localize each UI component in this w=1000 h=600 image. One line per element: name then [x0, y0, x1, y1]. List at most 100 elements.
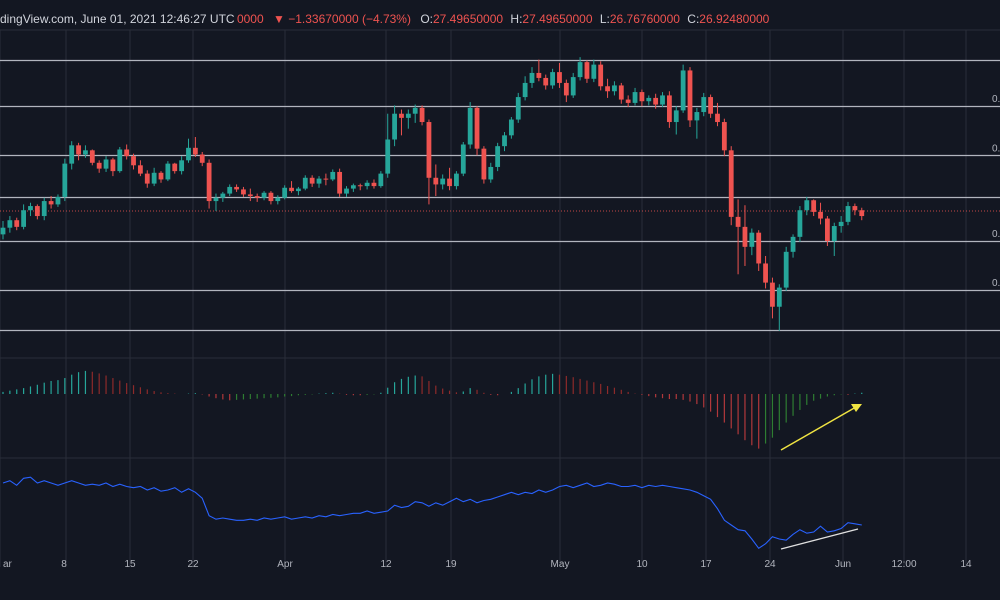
x-tick-label: ar	[3, 559, 13, 570]
candle-body	[289, 187, 294, 192]
candle	[117, 146, 123, 173]
candle-body	[179, 160, 185, 172]
candle-body	[117, 149, 123, 172]
candle-body	[7, 220, 13, 228]
candle	[502, 132, 507, 152]
level-label: 0.	[992, 229, 1000, 240]
candle-body	[296, 188, 301, 192]
candles	[0, 57, 865, 331]
x-tick-label: 10	[636, 559, 648, 570]
candle-body	[206, 162, 212, 202]
candle	[110, 157, 116, 177]
candle-body	[426, 122, 432, 178]
candle-body	[666, 95, 672, 123]
candle	[845, 201, 851, 226]
candle-body	[433, 177, 439, 185]
candle	[474, 106, 480, 156]
candle	[323, 173, 329, 186]
candle-body	[515, 97, 521, 120]
candle-body	[62, 163, 68, 197]
candle	[495, 142, 501, 172]
candle-body	[247, 194, 253, 197]
candle	[172, 162, 178, 174]
candle	[515, 92, 521, 123]
candle	[550, 68, 555, 89]
candle-body	[371, 182, 377, 187]
candle	[165, 161, 171, 182]
x-tick-label: 19	[445, 559, 457, 570]
candle	[309, 175, 315, 187]
candle	[199, 151, 205, 167]
candle-body	[144, 173, 150, 184]
candle	[460, 142, 466, 177]
x-tick-label: 12	[380, 559, 392, 570]
candle-body	[557, 72, 562, 83]
candle-body	[323, 178, 329, 180]
candle	[721, 118, 727, 157]
candle-body	[763, 263, 768, 283]
candle	[220, 191, 226, 202]
candle	[213, 193, 219, 212]
candle	[151, 167, 157, 187]
candle-body	[103, 159, 109, 169]
candle	[797, 206, 803, 242]
candle	[811, 199, 817, 217]
candle	[859, 207, 865, 221]
candle	[330, 169, 336, 182]
candle-body	[309, 177, 315, 184]
candle-body	[811, 200, 817, 212]
candle-body	[172, 163, 178, 172]
candle	[69, 141, 75, 170]
candle-body	[605, 86, 610, 92]
candle-body	[467, 107, 473, 145]
candle	[378, 171, 384, 188]
candle	[770, 277, 775, 319]
candle-body	[632, 92, 638, 103]
candle-body	[536, 72, 542, 78]
candle	[426, 119, 432, 205]
candle-body	[570, 77, 576, 96]
candle	[728, 146, 734, 226]
candle-body	[316, 178, 322, 184]
candle-body	[721, 122, 727, 151]
header-close-value: 26.92480000	[699, 12, 770, 26]
candle-body	[818, 211, 823, 219]
candle	[227, 184, 233, 197]
candle-body	[481, 148, 487, 180]
candle	[831, 222, 837, 256]
candle-body	[83, 150, 88, 155]
x-tick-label: 24	[764, 559, 776, 570]
candle-body	[124, 149, 130, 157]
candle-body	[804, 200, 810, 211]
candle-body	[199, 154, 205, 163]
candle	[179, 156, 185, 175]
candle-body	[21, 210, 27, 227]
candle	[350, 183, 356, 192]
candle-body	[612, 85, 617, 92]
candle-body	[282, 187, 288, 198]
momentum-line	[2, 476, 862, 550]
candle-body	[412, 107, 418, 114]
candle-body	[508, 119, 514, 136]
candle-body	[357, 185, 363, 187]
candle	[337, 168, 343, 197]
candle-body	[790, 236, 796, 252]
x-tick-label: 17	[700, 559, 712, 570]
candle-body	[302, 177, 308, 189]
candle	[776, 284, 782, 331]
x-tick-label: 15	[124, 559, 136, 570]
candle	[825, 216, 830, 246]
candle-body	[673, 110, 679, 123]
candle	[488, 162, 494, 183]
candle	[694, 107, 700, 139]
candle-body	[48, 201, 54, 205]
candle-body	[213, 197, 219, 202]
candle-body	[364, 182, 370, 187]
candle	[632, 87, 638, 106]
candle-body	[254, 196, 260, 198]
candle-body	[625, 99, 631, 103]
candle	[138, 160, 143, 177]
candle	[21, 204, 27, 230]
